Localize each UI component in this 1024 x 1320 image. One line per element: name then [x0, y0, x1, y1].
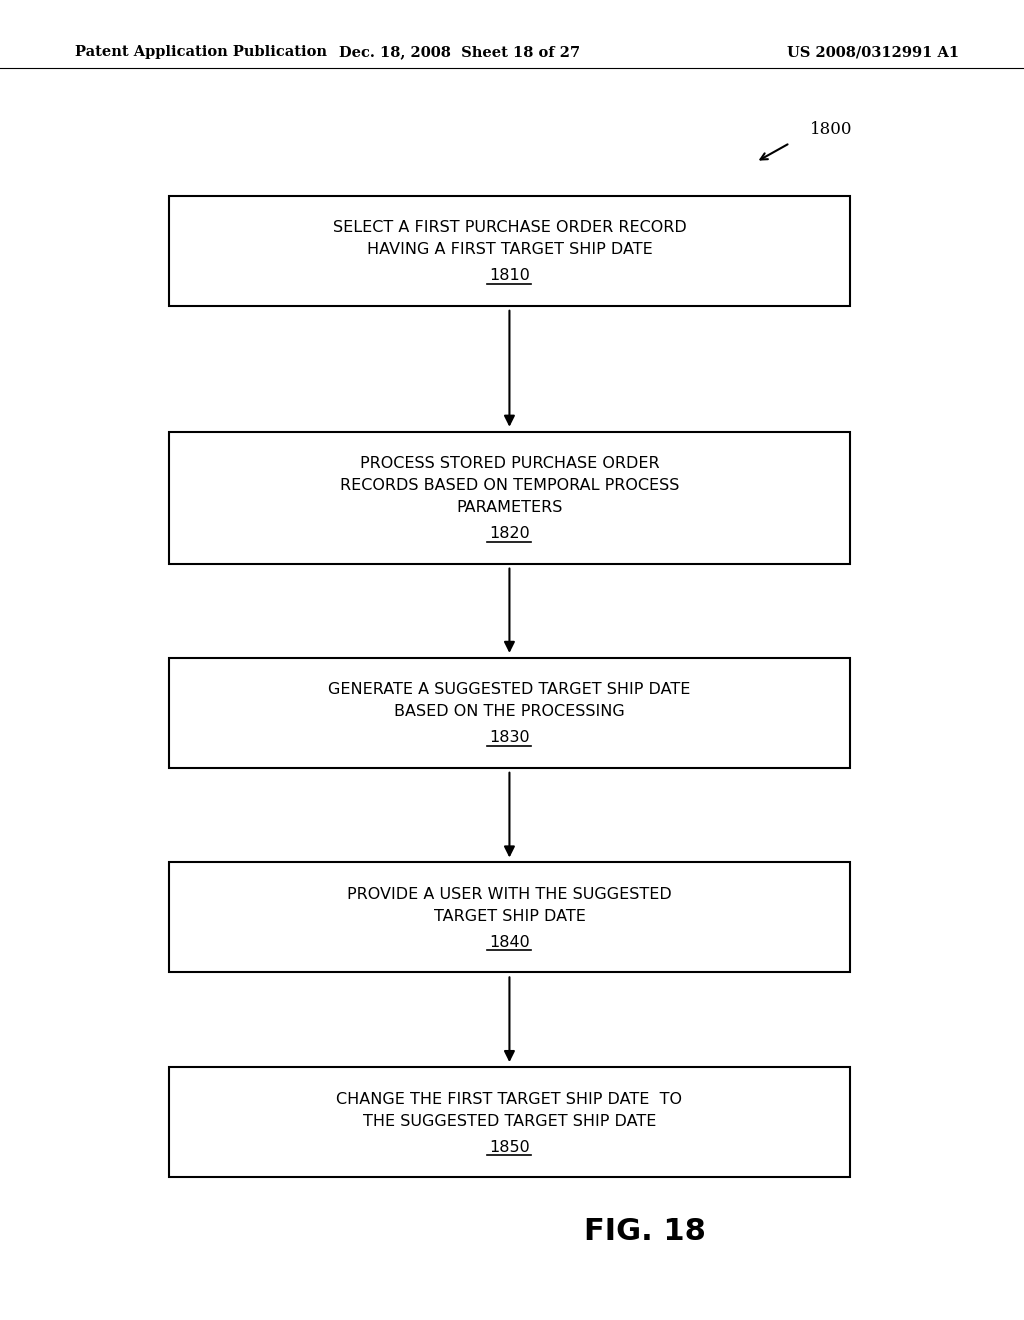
- Text: GENERATE A SUGGESTED TARGET SHIP DATE: GENERATE A SUGGESTED TARGET SHIP DATE: [329, 682, 690, 697]
- Text: TARGET SHIP DATE: TARGET SHIP DATE: [433, 909, 586, 924]
- Text: US 2008/0312991 A1: US 2008/0312991 A1: [786, 45, 959, 59]
- Text: 1820: 1820: [489, 527, 529, 541]
- Bar: [169, 195, 850, 306]
- Text: HAVING A FIRST TARGET SHIP DATE: HAVING A FIRST TARGET SHIP DATE: [367, 243, 652, 257]
- Text: PARAMETERS: PARAMETERS: [457, 500, 562, 515]
- Text: 1800: 1800: [810, 121, 853, 139]
- Text: CHANGE THE FIRST TARGET SHIP DATE  TO: CHANGE THE FIRST TARGET SHIP DATE TO: [337, 1092, 682, 1106]
- Text: 1810: 1810: [489, 268, 529, 284]
- Text: 1830: 1830: [489, 730, 529, 746]
- Text: 1850: 1850: [489, 1139, 529, 1155]
- Bar: [169, 657, 850, 768]
- Bar: [169, 862, 850, 973]
- Text: 1840: 1840: [489, 935, 529, 950]
- Text: PROVIDE A USER WITH THE SUGGESTED: PROVIDE A USER WITH THE SUGGESTED: [347, 887, 672, 902]
- Text: THE SUGGESTED TARGET SHIP DATE: THE SUGGESTED TARGET SHIP DATE: [362, 1114, 656, 1129]
- Text: Patent Application Publication: Patent Application Publication: [75, 45, 327, 59]
- Text: FIG. 18: FIG. 18: [584, 1217, 707, 1246]
- Bar: [169, 1067, 850, 1177]
- Text: Dec. 18, 2008  Sheet 18 of 27: Dec. 18, 2008 Sheet 18 of 27: [339, 45, 581, 59]
- Text: SELECT A FIRST PURCHASE ORDER RECORD: SELECT A FIRST PURCHASE ORDER RECORD: [333, 220, 686, 235]
- Bar: [169, 432, 850, 564]
- Text: BASED ON THE PROCESSING: BASED ON THE PROCESSING: [394, 705, 625, 719]
- Text: PROCESS STORED PURCHASE ORDER: PROCESS STORED PURCHASE ORDER: [359, 457, 659, 471]
- Text: RECORDS BASED ON TEMPORAL PROCESS: RECORDS BASED ON TEMPORAL PROCESS: [340, 478, 679, 494]
